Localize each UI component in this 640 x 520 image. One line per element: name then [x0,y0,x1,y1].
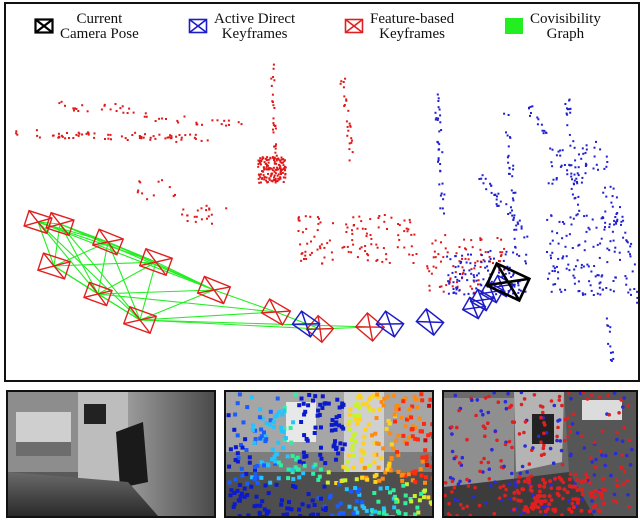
feature-keyframe [196,275,232,305]
feature-keyframe [91,228,125,256]
feature-keyframe [260,298,292,326]
crossed-box-icon [188,18,208,34]
keyframes-layer [23,209,532,344]
direct-keyframe [375,310,405,338]
depth-colormap-frame [224,390,434,518]
grayscale-frame [6,390,216,518]
feature-keyframe [122,305,158,335]
legend-covisibility-graph: Covisibility Graph [504,12,601,42]
tracked-points-frame [442,390,638,518]
crossed-box-icon [34,18,54,34]
direct-keyframe [291,310,321,338]
crossed-box-icon [344,18,364,34]
filled-square-icon [505,18,523,34]
legend-current-pose: Current Camera Pose [34,12,139,42]
point-cloud-layer [15,63,638,362]
feature-keyframe [45,211,75,237]
legend-label: Covisibility Graph [530,11,601,42]
feature-keyframe [138,247,174,277]
legend-direct-keyframes: Active Direct Keyframes [188,12,295,42]
current-camera-pose [484,261,532,303]
feature-keyframe [83,281,113,307]
map-view-panel: Current Camera Pose Active Direct Keyframe… [4,2,640,382]
legend-label: Active Direct Keyframes [214,11,296,42]
direct-keyframe [415,307,445,337]
legend-feature-keyframes: Feature-based Keyframes [344,12,454,42]
legend-label: Current Camera Pose [60,11,139,42]
feature-keyframe [23,209,53,235]
map-scene [15,63,638,362]
covisibility-graph-edges [37,221,371,330]
feature-keyframe [305,314,335,344]
feature-keyframe [37,252,71,280]
legend-label: Feature-based Keyframes [370,11,455,42]
